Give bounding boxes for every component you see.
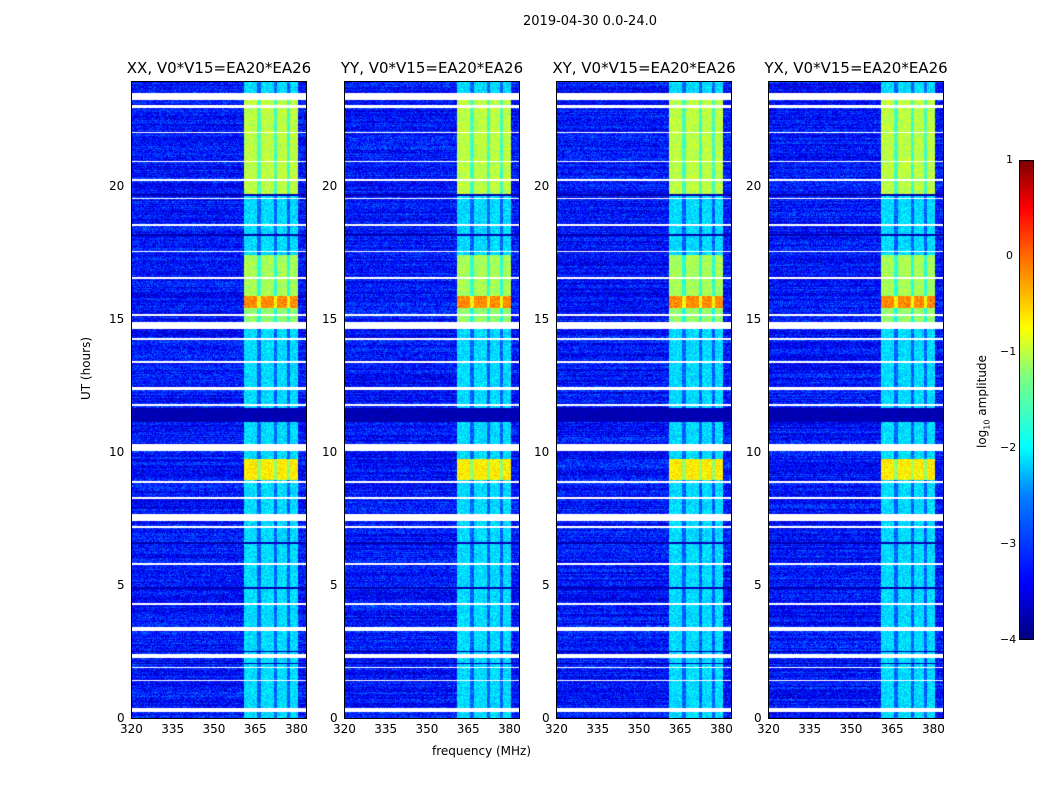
x-tick-label: 335 [161,722,185,736]
x-tick-label: 335 [586,722,610,736]
y-tick-label: 5 [117,578,125,593]
x-tick-label: 380 [285,722,308,736]
y-tick-label: 15 [746,312,762,327]
y-tick-label: 0 [754,711,762,725]
colorbar [1019,160,1034,640]
y-tick-label: 10 [534,445,550,460]
y-tick-label: 10 [746,445,762,460]
x-tick-label: 320 [545,722,568,736]
colorbar-tick: −3 [1000,537,1017,550]
y-tick-label: 5 [542,578,550,593]
x-tick-label: 380 [922,722,945,736]
x-tick-label: 335 [374,722,398,736]
x-tick-label: 380 [498,722,521,736]
x-tick-label: 365 [243,722,267,736]
x-tick-label: 320 [120,722,143,736]
y-tick-label: 10 [109,445,125,460]
x-tick-label: 365 [456,722,480,736]
chart-title: 2019-04-30 0.0-24.0 [523,14,657,29]
y-tick-label: 5 [330,578,338,593]
x-tick-label: 365 [668,722,692,736]
x-tick-label: 350 [627,722,651,736]
y-tick-label: 5 [754,578,762,593]
x-axis-label: frequency (MHz) [432,744,532,758]
waterfall-panel-1 [344,81,520,719]
x-tick-label: 350 [839,722,863,736]
colorbar-tick: −1 [1000,345,1017,358]
y-tick-label: 15 [109,312,125,327]
y-tick-label: 20 [322,179,338,194]
colorbar-tick: 1 [1006,153,1013,166]
y-tick-label: 10 [322,445,338,460]
y-tick-label: 0 [542,711,550,725]
x-tick-label: 380 [710,722,733,736]
x-tick-label: 365 [880,722,904,736]
panel-title: YY, V0*V15=EA20*EA26 [340,59,524,77]
y-tick-label: 20 [534,179,550,194]
y-axis-label: UT (hours) [79,336,93,400]
waterfall-panel-3 [768,81,944,719]
x-tick-label: 320 [757,722,780,736]
x-tick-label: 350 [415,722,439,736]
panel-title: XY, V0*V15=EA20*EA26 [552,59,736,77]
panel-title: XX, V0*V15=EA20*EA26 [126,59,312,77]
waterfall-panel-2 [556,81,732,719]
colorbar-tick: −2 [1000,441,1017,454]
waterfall-panel-0 [131,81,307,719]
colorbar-tick: 0 [1006,249,1013,262]
colorbar-label: log10 amplitude [975,355,992,448]
y-tick-label: 0 [330,711,338,725]
y-tick-label: 15 [534,312,550,327]
x-tick-label: 335 [798,722,822,736]
panel-title: YX, V0*V15=EA20*EA26 [764,59,948,77]
colorbar-tick: −4 [1000,633,1017,646]
y-tick-label: 20 [109,179,125,194]
x-tick-label: 350 [202,722,226,736]
x-tick-label: 320 [333,722,356,736]
y-tick-label: 0 [117,711,125,725]
y-tick-label: 15 [322,312,338,327]
y-tick-label: 20 [746,179,762,194]
